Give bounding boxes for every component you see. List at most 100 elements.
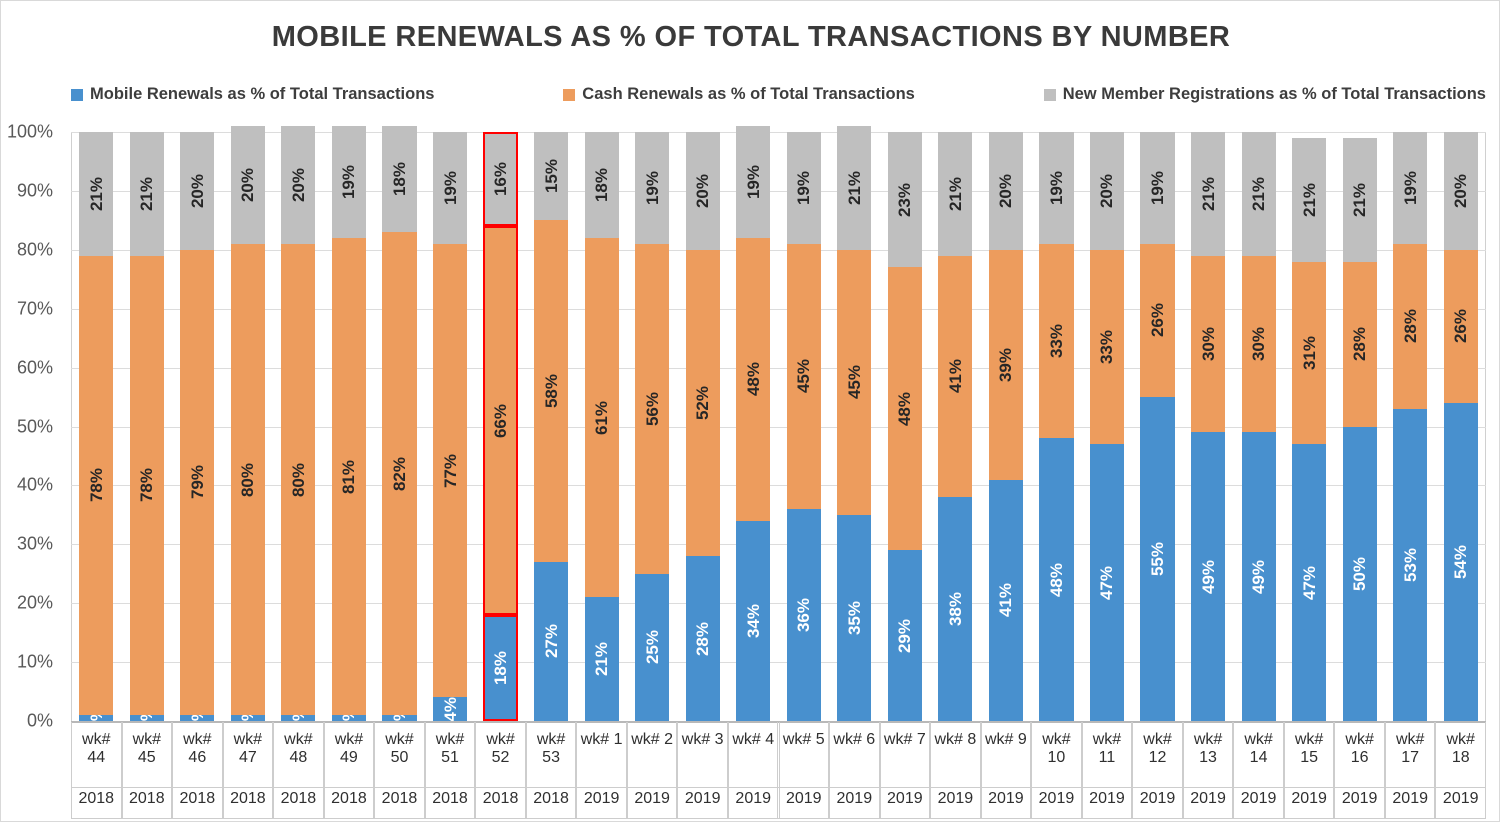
legend-item-2[interactable]: New Member Registrations as % of Total T… [1043,85,1486,104]
bar-segment-new-member-registrations[interactable]: 19% [1393,132,1428,244]
legend-item-1[interactable]: Cash Renewals as % of Total Transactions [563,85,915,104]
bar-column[interactable]: 49% 30% 21% [1241,132,1276,721]
bar-segment-new-member-registrations[interactable]: 19% [1039,132,1074,244]
bar-column[interactable]: 38% 41% 21% [938,132,973,721]
bar-column[interactable]: 1% 80% 20% [230,126,265,721]
bar-segment-mobile-renewals[interactable]: 27% [534,561,569,721]
bar-segment-mobile-renewals[interactable]: 38% [938,497,973,721]
bar-segment-mobile-renewals[interactable]: 1% [382,715,417,721]
bar-column[interactable]: 28% 52% 20% [685,132,720,721]
bar-segment-new-member-registrations[interactable]: 21% [1241,132,1276,256]
bar-segment-new-member-registrations[interactable]: 21% [1292,137,1327,262]
bar-column[interactable]: 21% 61% 18% [584,132,619,721]
bar-column[interactable]: 29% 48% 23% [887,132,922,721]
bar-segment-new-member-registrations[interactable]: 19% [432,132,468,244]
bar-column[interactable]: 1% 82% 18% [382,126,417,721]
bar-segment-mobile-renewals[interactable]: 29% [887,550,922,721]
bar-segment-mobile-renewals[interactable]: 1% [230,715,265,721]
bar-segment-new-member-registrations[interactable]: 21% [938,132,973,256]
bar-segment-cash-renewals[interactable]: 30% [1241,255,1276,433]
bar-column[interactable]: 36% 45% 19% [786,132,821,721]
bar-segment-cash-renewals[interactable]: 61% [584,238,619,598]
bar-segment-cash-renewals[interactable]: 52% [685,249,720,557]
bar-segment-mobile-renewals[interactable]: 28% [685,556,720,721]
bar-segment-mobile-renewals[interactable]: 41% [988,479,1023,721]
bar-column[interactable]: 1% 78% 21% [129,132,164,721]
bar-column[interactable]: 1% 80% 20% [281,126,316,721]
bar-segment-mobile-renewals[interactable]: 18% [483,614,518,721]
bar-column[interactable]: 34% 48% 19% [736,126,771,721]
bar-segment-mobile-renewals[interactable]: 1% [180,715,215,721]
bar-segment-mobile-renewals[interactable]: 25% [635,573,670,721]
bar-segment-cash-renewals[interactable]: 48% [887,267,922,551]
bar-segment-cash-renewals[interactable]: 30% [1190,255,1226,433]
bar-segment-mobile-renewals[interactable]: 48% [1039,438,1074,721]
bar-segment-cash-renewals[interactable]: 26% [1443,249,1478,403]
bar-column[interactable]: 27% 58% 15% [534,132,569,721]
bar-segment-cash-renewals[interactable]: 81% [331,238,366,716]
bar-segment-cash-renewals[interactable]: 28% [1342,261,1377,427]
bar-segment-new-member-registrations[interactable]: 21% [837,126,872,250]
bar-column[interactable]: 1% 81% 19% [331,126,366,721]
bar-segment-new-member-registrations[interactable]: 19% [331,126,366,239]
bar-column[interactable]: 1% 78% 21% [79,132,114,721]
bar-column[interactable]: 1% 79% 20% [180,132,215,721]
bar-column[interactable]: 48% 33% 19% [1039,132,1074,721]
bar-segment-cash-renewals[interactable]: 45% [837,249,872,515]
bar-segment-cash-renewals[interactable]: 39% [988,249,1023,480]
bar-segment-mobile-renewals[interactable]: 50% [1342,426,1377,721]
bar-column[interactable]: 47% 33% 20% [1089,132,1125,721]
bar-segment-cash-renewals[interactable]: 28% [1393,243,1428,409]
bar-segment-cash-renewals[interactable]: 66% [483,226,518,615]
bar-segment-cash-renewals[interactable]: 56% [635,243,670,574]
bar-column[interactable]: 54% 26% 20% [1443,132,1478,721]
bar-segment-new-member-registrations[interactable]: 21% [1190,132,1226,256]
bar-segment-new-member-registrations[interactable]: 20% [988,132,1023,250]
bar-segment-cash-renewals[interactable]: 78% [129,255,164,716]
bar-segment-cash-renewals[interactable]: 80% [230,243,265,716]
bar-segment-mobile-renewals[interactable]: 35% [837,514,872,721]
bar-segment-new-member-registrations[interactable]: 15% [534,132,569,221]
bar-segment-mobile-renewals[interactable]: 34% [736,520,771,721]
bar-segment-new-member-registrations[interactable]: 18% [584,132,619,239]
bar-segment-cash-renewals[interactable]: 26% [1140,243,1175,398]
bar-segment-new-member-registrations[interactable]: 23% [887,132,922,268]
bar-segment-new-member-registrations[interactable]: 21% [1342,137,1377,262]
bar-segment-mobile-renewals[interactable]: 1% [79,715,114,721]
bar-segment-new-member-registrations[interactable]: 20% [685,132,720,250]
bar-segment-new-member-registrations[interactable]: 16% [483,132,518,227]
bar-segment-mobile-renewals[interactable]: 1% [281,715,316,721]
bar-segment-cash-renewals[interactable]: 78% [79,255,114,716]
bar-segment-mobile-renewals[interactable]: 54% [1443,402,1478,721]
bar-column[interactable]: 4% 77% 19% [432,132,468,721]
legend-item-0[interactable]: Mobile Renewals as % of Total Transactio… [71,85,434,104]
bar-segment-cash-renewals[interactable]: 79% [180,249,215,716]
bar-segment-cash-renewals[interactable]: 33% [1089,249,1125,445]
bar-column[interactable]: 53% 28% 19% [1393,132,1428,721]
bar-segment-new-member-registrations[interactable]: 20% [180,132,215,250]
bar-segment-mobile-renewals[interactable]: 47% [1089,444,1125,721]
bar-segment-new-member-registrations[interactable]: 20% [281,126,316,244]
bar-column[interactable]: 50% 28% 21% [1342,132,1377,721]
bar-segment-cash-renewals[interactable]: 80% [281,243,316,716]
bar-segment-new-member-registrations[interactable]: 19% [786,132,821,244]
bar-segment-cash-renewals[interactable]: 82% [382,232,417,716]
bar-segment-mobile-renewals[interactable]: 47% [1292,444,1327,721]
bar-segment-mobile-renewals[interactable]: 21% [584,597,619,721]
bar-segment-mobile-renewals[interactable]: 1% [331,715,366,721]
bar-segment-cash-renewals[interactable]: 77% [432,243,468,698]
bar-segment-mobile-renewals[interactable]: 4% [432,697,468,721]
bar-segment-new-member-registrations[interactable]: 19% [1140,132,1175,244]
bar-segment-cash-renewals[interactable]: 33% [1039,243,1074,439]
bar-column[interactable]: 18% 66% 16% [483,132,518,721]
bar-segment-new-member-registrations[interactable]: 20% [1443,132,1478,250]
bar-column[interactable]: 49% 30% 21% [1190,132,1226,721]
bar-segment-mobile-renewals[interactable]: 49% [1241,432,1276,721]
bar-segment-new-member-registrations[interactable]: 18% [382,126,417,233]
bar-column[interactable]: 41% 39% 20% [988,132,1023,721]
bar-column[interactable]: 55% 26% 19% [1140,132,1175,721]
bar-segment-new-member-registrations[interactable]: 20% [1089,132,1125,250]
bar-segment-cash-renewals[interactable]: 41% [938,255,973,498]
bar-segment-new-member-registrations[interactable]: 21% [129,132,164,256]
bar-column[interactable]: 25% 56% 19% [635,132,670,721]
